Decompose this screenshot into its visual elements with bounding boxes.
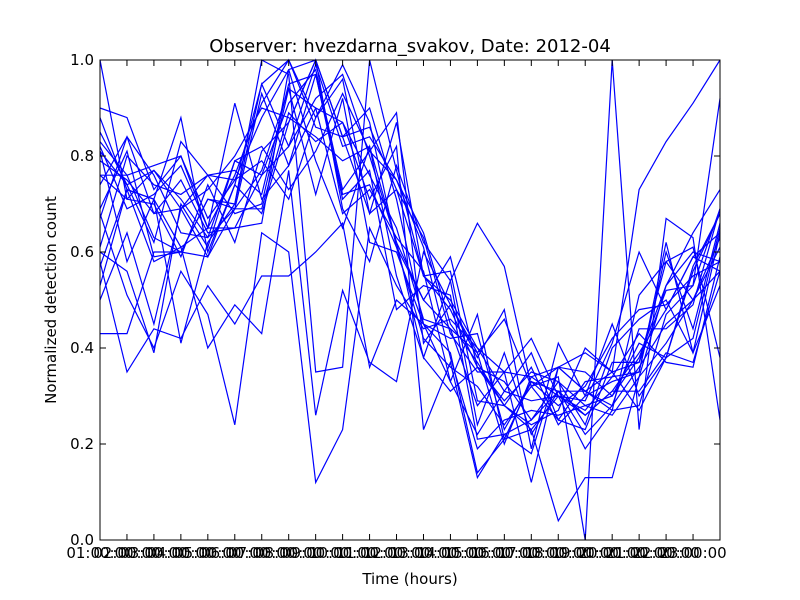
x-tick-label: 07:00:00 [228,544,295,562]
y-tick-label: 0.8 [70,147,94,165]
series-line-8 [99,107,721,416]
y-tick-label: 0.4 [70,339,94,357]
x-tick-label: 22:00:00 [632,544,699,562]
series-line-5 [99,92,721,450]
series-line-10 [99,69,721,427]
plot-frame [99,59,721,541]
x-tick-label: 03:00:00 [120,544,187,562]
series-line-2 [99,59,721,436]
x-axis-label: Time (hours) [361,570,457,588]
x-axis: 01:00:0002:00:0003:00:0004:00:0005:00:00… [66,60,727,562]
x-tick-label: 23:00:00 [659,544,726,562]
x-tick-label: 13:00:00 [390,544,457,562]
series-line-1 [99,58,721,412]
series-line-21 [99,59,721,388]
x-tick-label: 20:00:00 [578,544,645,562]
x-tick-label: 19:00:00 [552,544,619,562]
series-line-22 [99,98,721,450]
y-axis-label: Normalized detection count [42,196,60,404]
series-line-7 [99,87,721,436]
x-tick-label: 09:00:00 [282,544,349,562]
x-tick-label: 01:00:00 [66,544,133,562]
x-tick-label: 02:00:00 [93,544,160,562]
series-line-12 [99,73,721,422]
series-line-16 [99,68,721,449]
x-tick-label: 16:00:00 [471,544,538,562]
x-tick-label: 14:00:00 [417,544,484,562]
x-tick-label: 05:00:00 [174,544,241,562]
x-tick-label: 08:00:00 [255,544,322,562]
series-line-19 [99,59,721,541]
series-line-15 [100,111,721,480]
x-tick-label: 15:00:00 [444,544,511,562]
x-tick-label: 10:00:00 [309,544,376,562]
x-tick-label: 21:00:00 [605,544,672,562]
x-tick-label: 04:00:00 [147,544,214,562]
y-tick-label: 0.2 [70,435,94,453]
series-line-18 [99,213,721,485]
y-axis: 0.0 0.2 0.4 0.6 0.8 1.0 [70,51,720,549]
series-line-20 [99,59,721,523]
series-line-17 [99,221,721,475]
x-tick-label: 18:00:00 [525,544,592,562]
y-tick-label: 1.0 [70,51,94,69]
y-tick-label: 0.6 [70,243,94,261]
x-tick-label: 11:00:00 [336,544,403,562]
x-tick-label: 12:00:00 [363,544,430,562]
x-tick-label: 06:00:00 [201,544,268,562]
series-line-13 [99,58,721,436]
x-tick-label: 17:00:00 [498,544,565,562]
series-layer [99,58,721,541]
y-tick-label: 0.0 [70,531,94,549]
chart-title: Observer: hvezdarna_svakov, Date: 2012-0… [209,36,611,57]
